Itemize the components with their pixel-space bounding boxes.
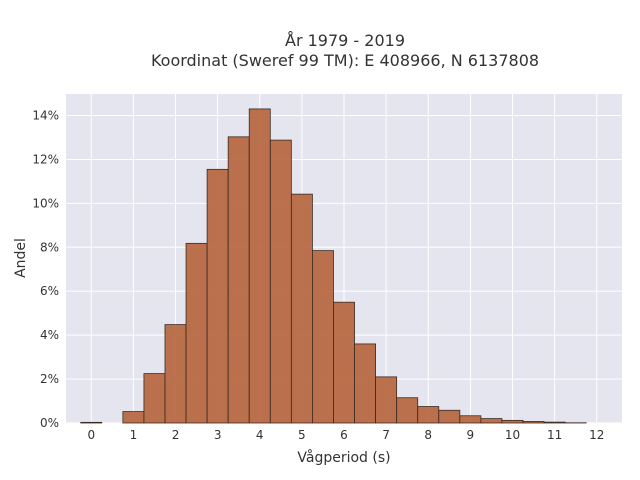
histogram-bar bbox=[522, 421, 545, 424]
y-tick-label: 2% bbox=[40, 372, 59, 386]
histogram-bar bbox=[459, 415, 482, 424]
y-tick-label: 6% bbox=[40, 284, 59, 298]
x-tick-labels: 0 1 2 3 4 5 6 7 8 9 10 11 12 bbox=[87, 428, 604, 442]
histogram-bar bbox=[501, 419, 524, 424]
y-tick-label: 0% bbox=[40, 416, 59, 430]
histogram-bar bbox=[375, 376, 398, 424]
y-tick-label: 4% bbox=[40, 328, 59, 342]
chart-title-line2: Koordinat (Sweref 99 TM): E 408966, N 61… bbox=[151, 51, 539, 70]
histogram-bar bbox=[80, 421, 103, 424]
histogram-bar bbox=[122, 411, 145, 424]
x-tick-label: 11 bbox=[547, 428, 562, 442]
histogram-bar bbox=[438, 409, 461, 424]
histogram-bar bbox=[206, 168, 229, 424]
histogram-bar bbox=[312, 250, 334, 424]
histogram-bar bbox=[290, 193, 313, 424]
x-tick-label: 5 bbox=[298, 428, 306, 442]
histogram-bar bbox=[333, 301, 355, 424]
histogram-bar bbox=[143, 373, 166, 424]
histogram-bar bbox=[543, 421, 566, 424]
histogram-bar bbox=[227, 136, 250, 424]
x-tick-label: 4 bbox=[256, 428, 264, 442]
histogram-bar bbox=[269, 139, 292, 424]
y-tick-label: 14% bbox=[32, 109, 59, 123]
x-tick-label: 9 bbox=[467, 428, 475, 442]
histogram-bar bbox=[396, 397, 419, 424]
x-tick-label: 12 bbox=[589, 428, 604, 442]
histogram-bar bbox=[480, 418, 503, 424]
x-tick-label: 1 bbox=[130, 428, 138, 442]
histogram-bar bbox=[164, 324, 187, 424]
histogram-bar bbox=[185, 242, 208, 424]
x-tick-label: 2 bbox=[172, 428, 180, 442]
chart-title-line1: År 1979 - 2019 bbox=[285, 31, 405, 50]
histogram-bar bbox=[248, 108, 271, 424]
y-tick-labels: 0% 2% 4% 6% 8% 10% 12% 14% bbox=[32, 109, 59, 430]
y-tick-label: 10% bbox=[32, 196, 59, 210]
x-axis-label: Vågperiod (s) bbox=[297, 449, 390, 466]
x-tick-label: 3 bbox=[214, 428, 222, 442]
histogram-bars bbox=[80, 108, 587, 424]
x-tick-label: 10 bbox=[505, 428, 520, 442]
y-axis-label: Andel bbox=[13, 238, 29, 278]
y-tick-label: 12% bbox=[32, 152, 59, 166]
histogram-bar bbox=[417, 406, 440, 424]
x-grid-lines bbox=[90, 94, 598, 423]
x-tick-label: 6 bbox=[340, 428, 348, 442]
x-tick-label: 8 bbox=[424, 428, 432, 442]
histogram-bar bbox=[354, 343, 376, 424]
x-tick-label: 0 bbox=[87, 428, 95, 442]
x-tick-label: 7 bbox=[382, 428, 390, 442]
y-tick-label: 8% bbox=[40, 240, 59, 254]
